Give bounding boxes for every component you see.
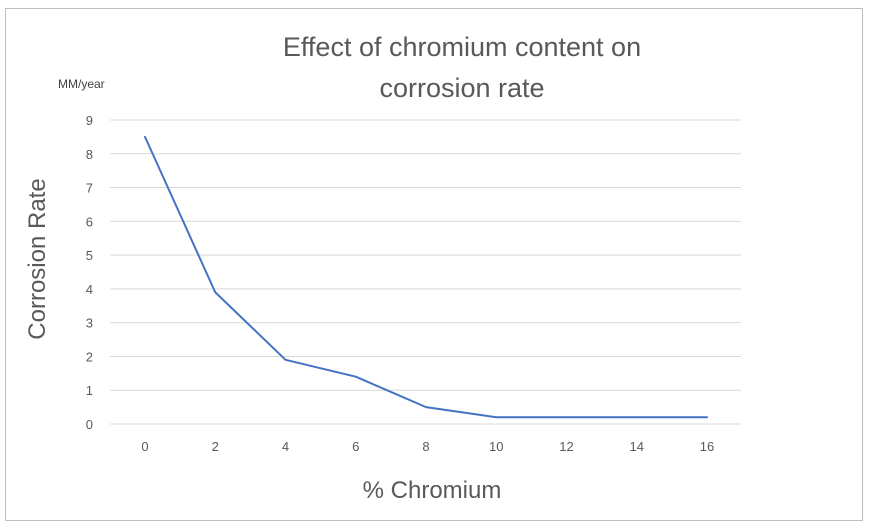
x-tick-label: 16: [700, 439, 714, 454]
x-tick-label: 4: [282, 439, 289, 454]
y-tick-label: 0: [86, 417, 93, 432]
x-axis-title: % Chromium: [363, 477, 502, 504]
x-tick-label: 10: [489, 439, 503, 454]
x-tick-label: 12: [559, 439, 573, 454]
x-tick-label: 6: [352, 439, 359, 454]
y-tick-label: 9: [86, 113, 93, 128]
y-axis-title: Corrosion Rate: [24, 178, 51, 339]
series-line: [144, 135, 708, 419]
chart-title-line-1: Effect of chromium content on: [283, 32, 641, 62]
x-tick-labels: 0 2 4 6 8 10 12 14 16: [141, 439, 714, 454]
gridlines: [110, 119, 741, 425]
x-tick-label: 2: [212, 439, 219, 454]
y-tick-label: 8: [86, 147, 93, 162]
y-tick-label: 3: [86, 316, 93, 331]
series-group: [144, 135, 708, 419]
chart-title-line-2: corrosion rate: [379, 73, 544, 103]
x-tick-label: 0: [141, 439, 148, 454]
y-tick-label: 7: [86, 181, 93, 196]
y-tick-label: 6: [86, 214, 93, 229]
chart-frame: [5, 8, 863, 521]
y-tick-label: 5: [86, 248, 93, 263]
x-tick-label: 8: [422, 439, 429, 454]
y-tick-label: 1: [86, 383, 93, 398]
x-tick-label: 14: [630, 439, 644, 454]
y-tick-label: 2: [86, 349, 93, 364]
y-tick-labels: 0 1 2 3 4 5 6 7 8 9: [86, 113, 93, 432]
y-axis-unit: MM/year: [58, 77, 105, 91]
y-tick-label: 4: [86, 282, 93, 297]
